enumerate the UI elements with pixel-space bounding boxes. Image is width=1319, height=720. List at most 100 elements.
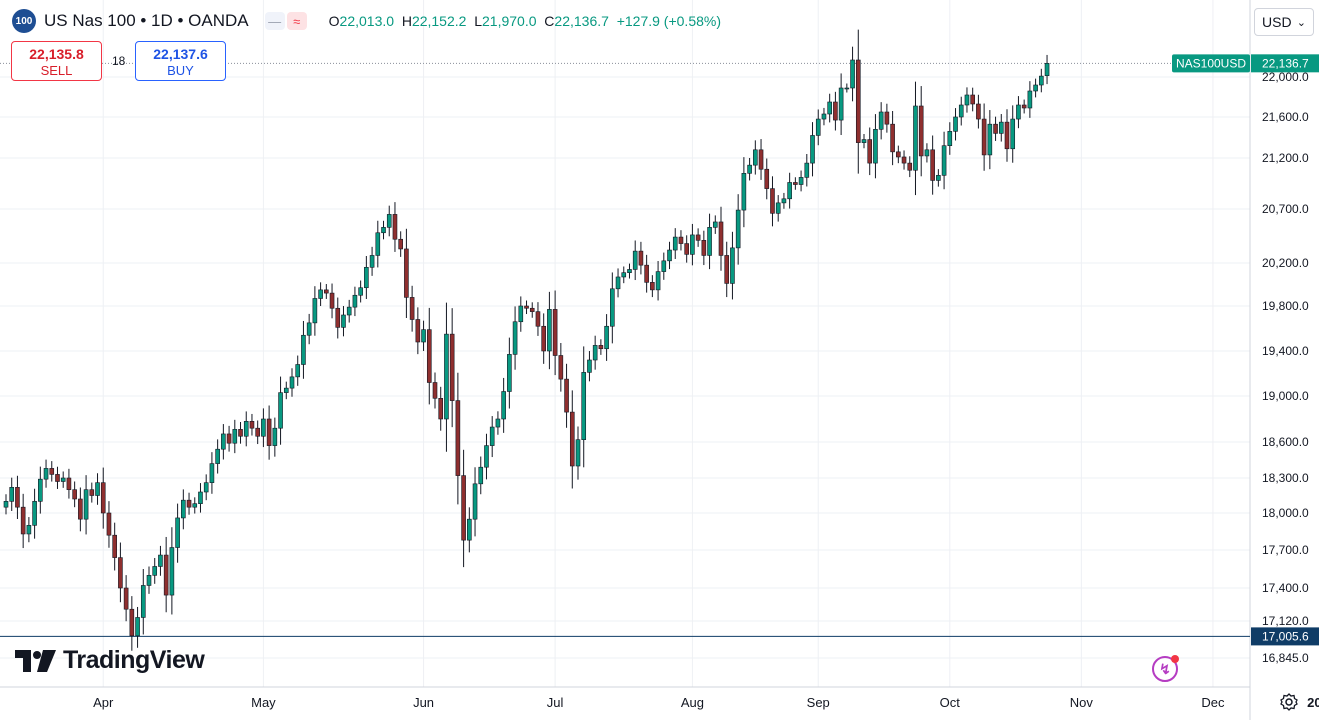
candle-body — [472, 483, 478, 520]
candle-body — [690, 234, 695, 255]
candle-body — [941, 145, 947, 176]
sell-price: 22,135.8 — [29, 46, 84, 62]
candle-body — [815, 118, 821, 136]
candle-body — [890, 123, 895, 153]
open-value: 22,013.0 — [339, 13, 395, 29]
time-tick-label: Nov — [1070, 695, 1094, 710]
candle-body — [678, 236, 684, 244]
sell-label: SELL — [40, 63, 73, 78]
candle-body — [398, 238, 403, 250]
candle-body — [793, 182, 798, 185]
time-tick-label: Apr — [93, 695, 114, 710]
candle-body — [404, 248, 409, 298]
candle-body — [106, 512, 112, 536]
candle-body — [66, 477, 72, 490]
candle-body — [1044, 63, 1050, 76]
settings-gear-icon[interactable] — [1279, 692, 1299, 712]
candle-body — [529, 307, 535, 312]
candle-body — [484, 445, 489, 468]
time-tick-label: Dec — [1201, 695, 1225, 710]
candle-body — [123, 587, 129, 610]
candle-body — [501, 391, 506, 420]
support-price-label: 17,005.6 — [1262, 629, 1309, 643]
price-tick-label: 20,200.0 — [1262, 256, 1309, 270]
candle-body — [558, 355, 564, 380]
candle-body — [1039, 75, 1044, 86]
candle-body — [409, 297, 415, 320]
candle-body — [112, 534, 117, 558]
candle-body — [341, 314, 346, 328]
candle-body — [181, 499, 186, 519]
candle-body — [781, 198, 787, 204]
candle-body — [158, 554, 163, 567]
candle-body — [426, 329, 432, 383]
candle-body — [758, 149, 764, 170]
candle-body — [266, 418, 272, 446]
candle-body — [255, 427, 260, 437]
buy-button[interactable]: 22,137.6 BUY — [135, 41, 226, 81]
candle-body — [518, 305, 524, 323]
price-tick-label: 17,120.0 — [1262, 614, 1309, 628]
lightning-icon[interactable]: ↯ — [1152, 655, 1179, 682]
candle-body — [198, 491, 203, 504]
time-tick-label: 2025 — [1307, 695, 1319, 710]
candle-body — [524, 305, 529, 309]
spread-value: 18 — [112, 54, 126, 68]
sell-button[interactable]: 22,135.8 SELL — [11, 41, 102, 81]
candle-body — [918, 105, 924, 157]
chevron-down-icon: ⌄ — [1296, 16, 1306, 29]
price-tick-label: 18,600.0 — [1262, 435, 1309, 449]
candle-body — [661, 260, 667, 272]
candle-body — [289, 376, 295, 389]
candle-body — [461, 475, 466, 541]
candle-body — [1004, 121, 1010, 150]
candle-body — [638, 250, 644, 266]
minus-icon[interactable]: — — [264, 12, 285, 30]
candle-body — [449, 333, 455, 401]
candle-body — [884, 111, 890, 125]
symbol-logo-icon: 100 — [12, 9, 36, 33]
price-tick-label: 20,700.0 — [1262, 202, 1309, 216]
price-tick-label: 19,400.0 — [1262, 344, 1309, 358]
candle-body — [495, 418, 501, 428]
candle-body — [798, 177, 804, 185]
candle-body — [381, 227, 386, 234]
candle-body — [993, 123, 998, 134]
candle-body — [192, 503, 198, 508]
symbol-header: 100 US Nas 100 • 1D • OANDA — ≈ O22,013.… — [12, 8, 721, 34]
last-price-tag — [1251, 54, 1319, 73]
candle-body — [701, 240, 707, 256]
candle-body — [3, 501, 9, 508]
candle-body — [352, 294, 358, 308]
candle-body — [507, 354, 512, 392]
wave-icon[interactable]: ≈ — [286, 12, 307, 30]
candle-body — [947, 131, 953, 147]
currency-select[interactable]: USD ⌄ — [1254, 8, 1314, 36]
candle-body — [587, 359, 592, 373]
price-tick-label: 17,700.0 — [1262, 543, 1309, 557]
candle-body — [655, 271, 661, 291]
candle-body — [907, 162, 913, 171]
candle-body — [981, 118, 987, 156]
candle-body — [1027, 90, 1033, 109]
candle-body — [312, 298, 318, 324]
change-value: +127.9 (+0.58%) — [616, 13, 721, 29]
open-label: O — [328, 13, 340, 29]
candle-body — [221, 433, 226, 450]
candle-body — [72, 489, 77, 500]
candle-body — [598, 345, 604, 350]
candle-body — [186, 499, 192, 508]
candle-body — [306, 322, 312, 336]
candle-body — [913, 105, 918, 171]
candle-body — [364, 266, 369, 289]
symbol-title[interactable]: US Nas 100 • 1D • OANDA — [44, 11, 249, 30]
candle-body — [541, 325, 546, 352]
tradingview-logo[interactable]: TradingView — [15, 646, 205, 675]
time-tick-label: Oct — [940, 695, 961, 710]
candle-body — [100, 482, 106, 514]
price-tick-label: 17,400.0 — [1262, 581, 1309, 595]
candle-body — [924, 149, 930, 157]
candle-body — [775, 202, 781, 214]
candle-body — [43, 468, 49, 480]
